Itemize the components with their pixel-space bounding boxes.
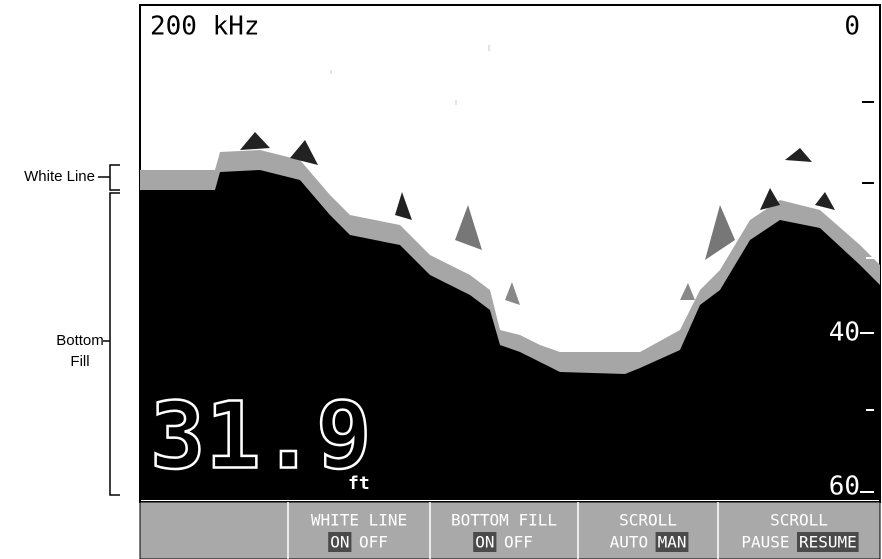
depth-label: 40 (829, 318, 860, 348)
frequency: 200 kHz (150, 12, 260, 42)
softkey-option[interactable]: RESUME (799, 533, 857, 552)
softkey-option[interactable]: ON (330, 533, 349, 552)
bracket (98, 164, 120, 191)
softkey[interactable]: SCROLL AUTO MAN (578, 502, 719, 559)
annotation-label: White Line (24, 168, 95, 185)
softkey-option[interactable]: MAN (658, 533, 687, 552)
noise (330, 45, 490, 105)
depth-ticks (860, 101, 874, 493)
softkey-bar (139, 501, 881, 559)
annotation-label: Bottom (56, 332, 104, 349)
softkey-option[interactable]: OFF (359, 533, 388, 552)
bottom-fill (140, 170, 880, 500)
softkey-title: WHITE LINE (311, 511, 407, 530)
softkey[interactable]: BOTTOM FILL ON OFF (430, 502, 579, 559)
depth-label: 20 (829, 168, 860, 198)
depth-label: 60 (829, 472, 860, 502)
selected-option-bg (328, 532, 352, 552)
bracket (103, 192, 120, 496)
softkey-option[interactable]: ON (475, 533, 494, 552)
depth-label: 0 (844, 12, 860, 42)
softkey-option[interactable]: AUTO (610, 533, 649, 552)
depth-unit: ft (348, 473, 370, 494)
softkey[interactable]: SCROLL PAUSE RESUME (718, 502, 880, 559)
softkey-option[interactable]: PAUSE (741, 533, 789, 552)
softkey-title: BOTTOM FILL (451, 511, 557, 530)
selected-option-bg (473, 532, 497, 552)
softkey[interactable]: WHITE LINE ON OFF (288, 502, 431, 559)
softkey-option[interactable]: OFF (504, 533, 533, 552)
echoes (240, 132, 835, 305)
softkey-title: SCROLL (619, 511, 677, 530)
depth-value: 31.9 (150, 382, 372, 489)
selected-option-bg (655, 532, 689, 552)
selected-option-bg (797, 532, 859, 552)
softkey-title: SCROLL (770, 511, 828, 530)
annotation-label: Fill (70, 353, 89, 370)
